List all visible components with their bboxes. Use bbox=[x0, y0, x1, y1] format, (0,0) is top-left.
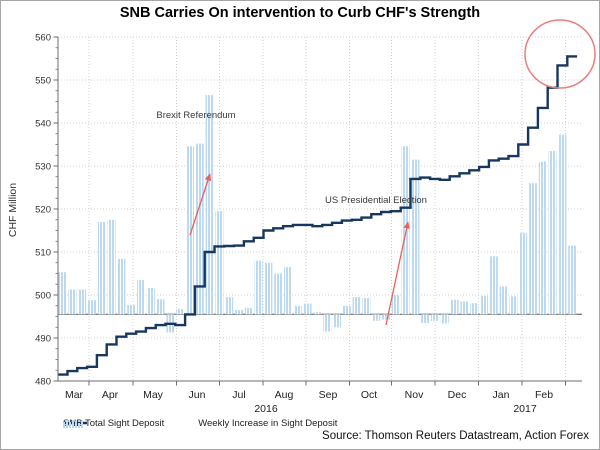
weekly-increase-bar bbox=[352, 297, 361, 315]
total-sight-deposit-line bbox=[58, 55, 578, 376]
source-note: Source: Thomson Reuters Datastream, Acti… bbox=[322, 430, 589, 442]
weekly-increase-bar bbox=[68, 289, 77, 315]
weekly-increase-bar bbox=[558, 134, 567, 315]
y-tick-label: 490 bbox=[35, 334, 51, 345]
weekly-increase-bar bbox=[284, 267, 292, 315]
year-label: 2017 bbox=[513, 403, 537, 415]
weekly-increase-bar bbox=[362, 298, 371, 315]
weekly-increase-bar bbox=[529, 183, 537, 315]
weekly-increase-bar bbox=[97, 221, 106, 315]
weekly-increase-bar bbox=[333, 314, 341, 328]
weekly-increase-bar bbox=[274, 273, 283, 315]
weekly-increase-bar bbox=[205, 95, 214, 315]
election-annotation-label: US Presidential Election bbox=[325, 195, 427, 206]
y-tick-label: 540 bbox=[35, 119, 51, 130]
weekly-increase-bar bbox=[342, 305, 351, 315]
weekly-increase-bar bbox=[215, 211, 224, 315]
weekly-increase-bar bbox=[470, 303, 479, 315]
y-tick-label: 520 bbox=[35, 205, 51, 216]
highlight-circle bbox=[524, 19, 596, 89]
legend-label: SNB Total Sight Deposit bbox=[63, 418, 165, 429]
weekly-increase-bar bbox=[568, 245, 577, 315]
month-label: Nov bbox=[405, 389, 424, 401]
y-tick-label: 500 bbox=[35, 291, 51, 302]
weekly-increase-bar bbox=[421, 314, 430, 323]
brexit-annotation-label: Brexit Referendum bbox=[156, 110, 235, 121]
month-label: Jan bbox=[493, 389, 510, 401]
weekly-increase-bar bbox=[450, 299, 459, 315]
weekly-increase-bar bbox=[78, 289, 87, 315]
month-label: Aug bbox=[275, 389, 294, 401]
weekly-increase-bar bbox=[58, 272, 67, 315]
y-axis-title: CHF Million bbox=[7, 182, 19, 238]
legend-item-weekly-increase: Weekly Increase in Sight Deposit bbox=[63, 418, 338, 429]
weekly-increase-bar bbox=[538, 161, 547, 315]
month-label: Feb bbox=[535, 389, 553, 401]
weekly-increase-bar bbox=[313, 312, 322, 315]
year-label: 2016 bbox=[254, 403, 278, 415]
weekly-increase-bar bbox=[509, 296, 518, 315]
weekly-increase-bar bbox=[548, 151, 557, 315]
weekly-increase-bar bbox=[431, 314, 439, 321]
month-label: May bbox=[143, 389, 164, 401]
weekly-increase-bar bbox=[156, 299, 165, 315]
weekly-increase-bar bbox=[480, 295, 488, 315]
weekly-increase-bar bbox=[88, 300, 96, 315]
chart-title: SNB Carries On intervention to Curb CHF'… bbox=[119, 5, 481, 21]
month-label: Jun bbox=[189, 389, 206, 401]
weekly-increase-bar bbox=[499, 286, 508, 315]
y-tick-label: 560 bbox=[35, 33, 51, 44]
weekly-increase-bar bbox=[176, 308, 185, 315]
weekly-increase-bar bbox=[244, 307, 253, 315]
y-tick-label: 530 bbox=[35, 162, 51, 173]
election-arrow bbox=[385, 221, 410, 326]
brexit-arrow bbox=[189, 173, 212, 236]
month-label: Jul bbox=[232, 389, 245, 401]
weekly-increase-bar bbox=[146, 288, 155, 315]
weekly-increase-bar bbox=[489, 256, 498, 315]
weekly-increase-bar bbox=[382, 314, 390, 320]
weekly-increase-bar bbox=[323, 314, 332, 332]
legend: SNB Total Sight Deposit Weekly Increase … bbox=[63, 418, 337, 429]
month-label: Sep bbox=[319, 389, 338, 401]
weekly-increase-bar bbox=[235, 310, 243, 315]
weekly-increase-bar bbox=[137, 279, 145, 315]
month-label: Dec bbox=[448, 389, 467, 401]
month-label: Oct bbox=[361, 389, 377, 401]
weekly-increase-bar bbox=[186, 146, 194, 315]
weekly-increase-bar bbox=[225, 297, 234, 315]
weekly-increase-bar bbox=[411, 159, 420, 315]
y-tick-label: 510 bbox=[35, 248, 51, 259]
weekly-increase-bar bbox=[303, 303, 312, 315]
weekly-increase-bar bbox=[372, 314, 381, 321]
legend-label: Weekly Increase in Sight Deposit bbox=[198, 418, 338, 429]
weekly-increase-bar bbox=[107, 219, 116, 315]
bars-swatch-icon bbox=[63, 420, 83, 428]
month-label: Mar bbox=[65, 389, 84, 401]
weekly-increase-bar bbox=[127, 304, 136, 315]
weekly-increase-bar bbox=[254, 260, 263, 315]
y-tick-label: 480 bbox=[35, 377, 51, 388]
weekly-increase-bar bbox=[519, 232, 528, 315]
weekly-increase-bar bbox=[293, 305, 302, 315]
annotation-layer: Brexit Referendum US Presidential Electi… bbox=[156, 19, 596, 326]
y-tick-label: 550 bbox=[35, 76, 51, 87]
weekly-increase-bar bbox=[264, 262, 273, 315]
weekly-increase-bar bbox=[391, 295, 400, 315]
weekly-increase-bar bbox=[460, 301, 469, 315]
weekly-increase-bar bbox=[117, 258, 126, 315]
month-label: Apr bbox=[102, 389, 119, 401]
weekly-increase-bar bbox=[440, 314, 449, 324]
weekly-increase-bar bbox=[195, 143, 204, 315]
